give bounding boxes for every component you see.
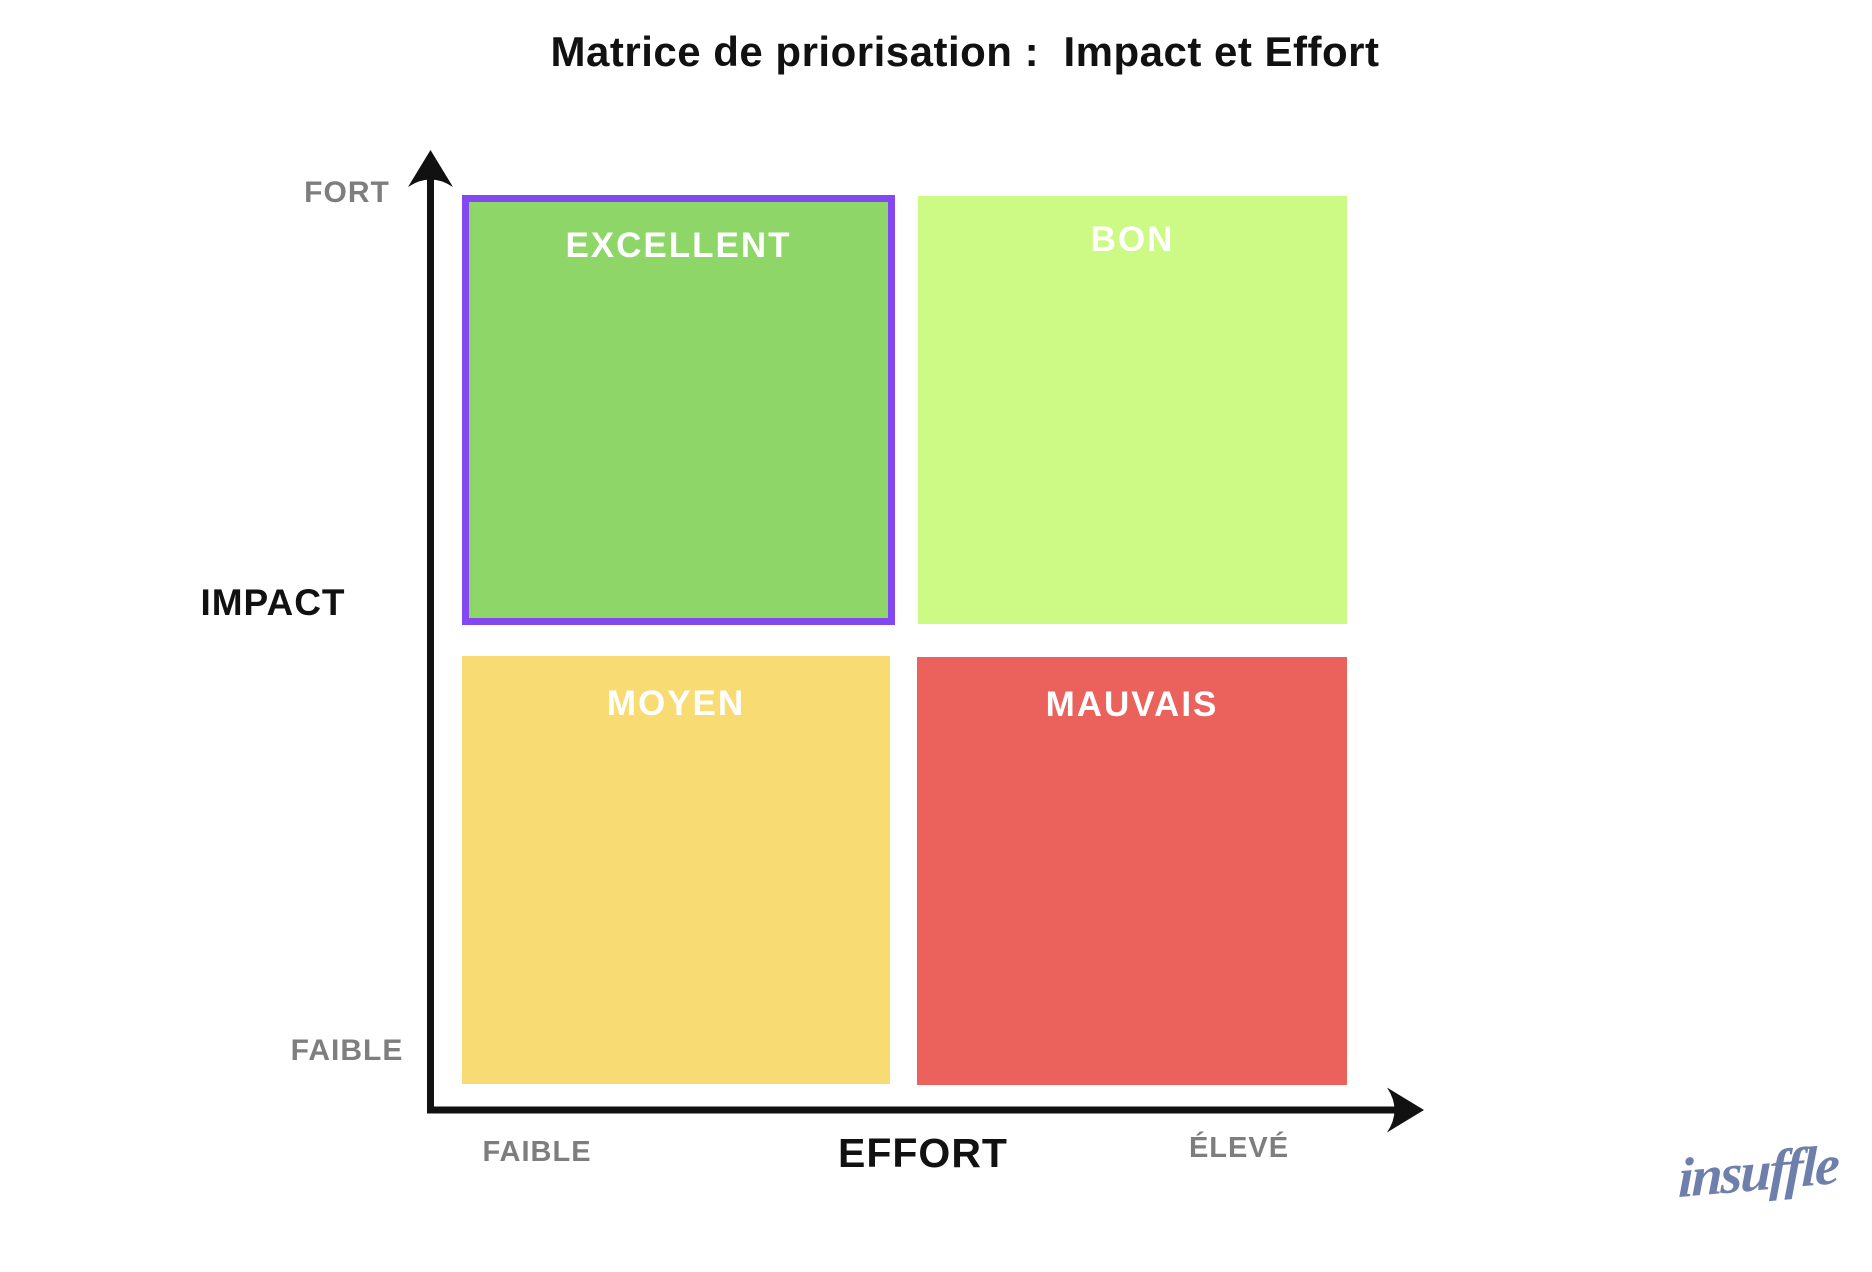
page-title: Matrice de priorisation : Impact et Effo… (550, 28, 1380, 75)
y-axis-title: IMPACT (200, 582, 346, 623)
y-axis-max-label: FORT (304, 176, 390, 209)
quadrant-mauvais-label: MAUVAIS (1045, 685, 1219, 724)
x-axis-max-label: ÉLEVÉ (1188, 1132, 1290, 1164)
quadrant-bon: BON (918, 196, 1347, 624)
y-axis-arrowhead-icon (408, 150, 453, 187)
quadrant-excellent: EXCELLENT (462, 195, 895, 625)
quadrant-moyen-label: MOYEN (606, 684, 746, 723)
quadrant-mauvais: MAUVAIS (917, 657, 1347, 1085)
quadrant-excellent-label: EXCELLENT (565, 226, 792, 265)
x-axis-title: EFFORT (838, 1130, 1008, 1176)
quadrant-moyen: MOYEN (462, 656, 890, 1084)
quadrant-bon-label: BON (1090, 220, 1175, 259)
x-axis-arrowhead-icon (1387, 1087, 1424, 1133)
x-axis-min-label: FAIBLE (482, 1136, 592, 1168)
y-axis-min-label: FAIBLE (290, 1034, 404, 1067)
